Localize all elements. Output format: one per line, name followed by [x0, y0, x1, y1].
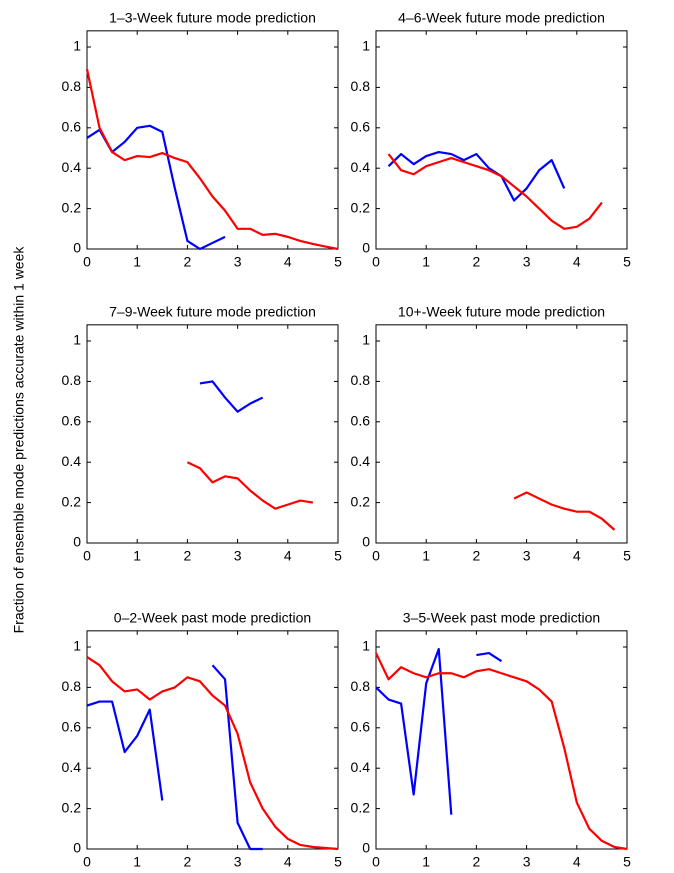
x-tick-label: 1	[422, 854, 430, 870]
y-tick-label: 0	[73, 840, 81, 856]
y-tick-label: 0.8	[351, 78, 371, 94]
x-tick-label: 2	[473, 254, 481, 270]
x-tick-label: 0	[372, 254, 380, 270]
subplot-title: 4–6-Week future mode prediction	[398, 10, 605, 26]
y-tick-label: 0.2	[62, 199, 82, 215]
y-tick-label: 0	[362, 840, 370, 856]
subplot-title: 10+-Week future mode prediction	[398, 304, 605, 320]
x-tick-label: 5	[334, 854, 342, 870]
y-tick-label: 0.2	[351, 199, 371, 215]
x-tick-label: 3	[234, 254, 242, 270]
x-tick-label: 1	[133, 254, 141, 270]
x-tick-label: 2	[473, 854, 481, 870]
axes-box	[86, 30, 339, 250]
y-tick-label: 0.4	[62, 159, 82, 175]
y-tick-label: 0.6	[62, 413, 82, 429]
y-tick-label: 0.8	[351, 678, 371, 694]
data-line	[375, 652, 628, 851]
y-tick-label: 0.4	[351, 159, 371, 175]
y-tick-label: 0.2	[62, 799, 82, 815]
y-axis-label: Fraction of ensemble mode predictions ac…	[11, 246, 27, 634]
y-tick-label: 0.6	[351, 413, 371, 429]
x-tick-label: 3	[523, 254, 531, 270]
x-tick-label: 2	[473, 548, 481, 564]
y-tick-label: 0.8	[62, 678, 82, 694]
y-tick-label: 0.4	[351, 453, 371, 469]
x-tick-label: 4	[284, 548, 292, 564]
y-tick-label: 1	[362, 638, 370, 654]
y-tick-label: 0.8	[351, 372, 371, 388]
y-tick-label: 1	[73, 332, 81, 348]
y-tick-label: 1	[362, 332, 370, 348]
data-line	[513, 491, 616, 531]
y-tick-label: 0.8	[62, 78, 82, 94]
x-tick-label: 0	[372, 548, 380, 564]
x-tick-label: 5	[623, 854, 631, 870]
subplot-title: 0–2-Week past mode prediction	[114, 610, 311, 626]
data-line	[86, 656, 339, 851]
data-line	[199, 380, 264, 413]
subplot-title: 3–5-Week past mode prediction	[403, 610, 600, 626]
data-line	[85, 68, 339, 251]
x-tick-label: 5	[334, 254, 342, 270]
x-tick-label: 1	[133, 548, 141, 564]
x-tick-label: 3	[523, 548, 531, 564]
y-tick-label: 0.6	[62, 119, 82, 135]
x-tick-label: 4	[284, 854, 292, 870]
x-tick-label: 2	[184, 854, 192, 870]
x-tick-label: 1	[133, 854, 141, 870]
x-tick-label: 0	[83, 854, 91, 870]
axes-box	[375, 630, 628, 850]
y-tick-label: 1	[362, 38, 370, 54]
y-tick-label: 0	[362, 240, 370, 256]
axes-box	[86, 324, 339, 544]
subplot-title: 7–9-Week future mode prediction	[109, 304, 316, 320]
y-tick-label: 0.4	[351, 759, 371, 775]
y-tick-label: 0	[73, 534, 81, 550]
y-tick-label: 0.6	[62, 719, 82, 735]
subplot-title: 1–3-Week future mode prediction	[109, 10, 316, 26]
y-tick-label: 0.6	[351, 719, 371, 735]
data-line	[387, 153, 603, 230]
data-line	[375, 647, 503, 815]
axes-box	[375, 30, 628, 250]
data-line	[86, 664, 263, 851]
y-tick-label: 0.2	[62, 493, 82, 509]
x-tick-label: 3	[234, 854, 242, 870]
y-tick-label: 0	[362, 534, 370, 550]
x-tick-label: 3	[234, 548, 242, 564]
x-tick-label: 1	[422, 254, 430, 270]
y-tick-label: 0.6	[351, 119, 371, 135]
x-tick-label: 2	[184, 548, 192, 564]
x-tick-label: 4	[573, 548, 581, 564]
x-tick-label: 1	[422, 548, 430, 564]
x-tick-label: 0	[83, 548, 91, 564]
x-tick-label: 4	[284, 254, 292, 270]
y-tick-label: 0.4	[62, 759, 82, 775]
y-tick-label: 1	[73, 638, 81, 654]
y-tick-label: 0.4	[62, 453, 82, 469]
x-tick-label: 0	[372, 854, 380, 870]
y-tick-label: 0.2	[351, 493, 371, 509]
y-tick-label: 0.8	[62, 372, 82, 388]
x-tick-label: 4	[573, 254, 581, 270]
x-tick-label: 5	[623, 548, 631, 564]
x-tick-label: 5	[334, 548, 342, 564]
x-tick-label: 5	[623, 254, 631, 270]
y-tick-label: 1	[73, 38, 81, 54]
axes-box	[86, 630, 339, 850]
x-tick-label: 4	[573, 854, 581, 870]
data-line	[387, 150, 566, 202]
x-tick-label: 2	[184, 254, 192, 270]
y-tick-label: 0	[73, 240, 81, 256]
axes-box	[375, 324, 628, 544]
x-tick-label: 0	[83, 254, 91, 270]
data-line	[186, 461, 314, 510]
x-tick-label: 3	[523, 854, 531, 870]
y-tick-label: 0.2	[351, 799, 371, 815]
